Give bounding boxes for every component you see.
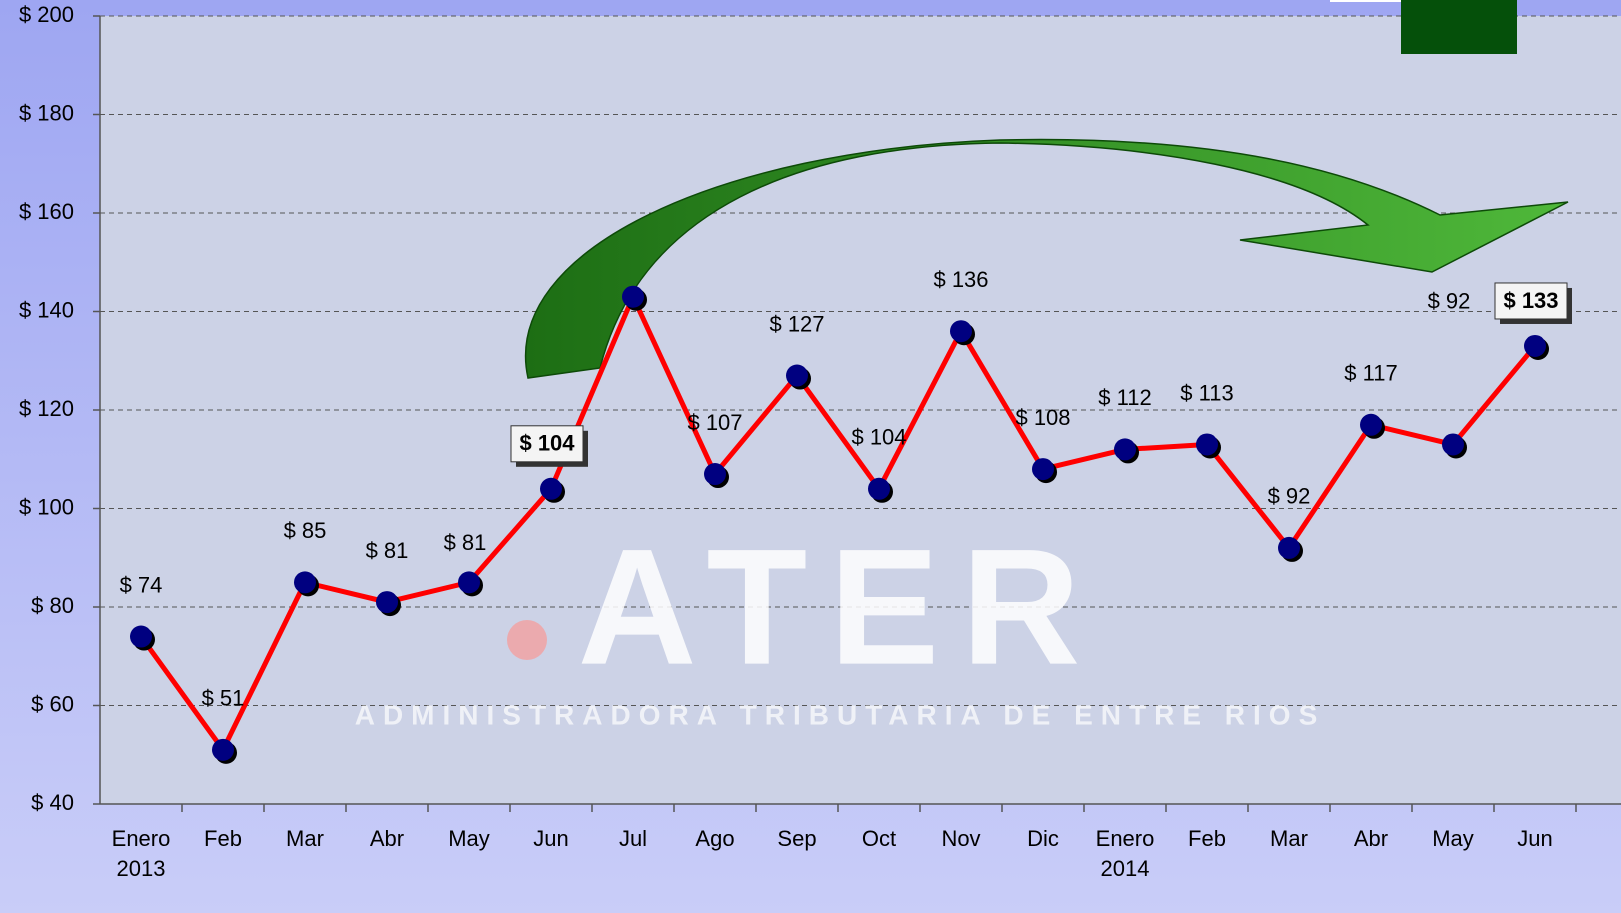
data-label: $ 136 — [933, 267, 988, 292]
x-tick-label: Mar — [286, 826, 324, 851]
x-tick-label: Dic — [1027, 826, 1059, 851]
label-box — [510, 425, 584, 463]
data-label: $ 85 — [284, 518, 327, 543]
x-tick-label: Abr — [1353, 826, 1389, 851]
label-box — [1494, 282, 1568, 320]
data-point — [1114, 438, 1136, 461]
data-point — [622, 285, 644, 308]
y-tick-label: $ 180 — [19, 100, 74, 125]
x-tick-label: May — [448, 826, 490, 851]
x-tick-label: Oct — [861, 826, 897, 851]
data-point — [1278, 536, 1300, 559]
x-tick-label: May — [1432, 826, 1474, 851]
annotation: $ 81 — [444, 530, 487, 555]
data-point — [1442, 433, 1464, 456]
data-point — [294, 571, 316, 594]
data-label: $ 81 — [366, 538, 409, 563]
data-label: $ 127 — [769, 311, 824, 336]
data-point — [1196, 433, 1218, 456]
data-point — [1032, 458, 1054, 481]
data-label: $ 113 — [1180, 380, 1233, 405]
x-tick-label: Feb — [1188, 826, 1226, 851]
annotation: $ 92 — [1428, 288, 1471, 313]
data-label: $ 112 — [1098, 385, 1151, 410]
x-tick-label: Enero 2014 — [1095, 826, 1155, 881]
x-tick-label: Jun — [533, 826, 569, 851]
x-tick-label: Feb — [204, 826, 242, 851]
data-label: $ 51 — [202, 686, 245, 711]
data-point — [212, 738, 234, 761]
data-point — [1524, 334, 1546, 357]
data-line — [138, 294, 1537, 753]
decorative-box — [1401, 0, 1517, 54]
watermark-dot — [507, 620, 547, 660]
data-point — [540, 477, 562, 500]
data-point — [376, 591, 398, 614]
data-point — [130, 625, 152, 648]
x-tick-label: Mar — [1270, 826, 1308, 851]
x-tick-label: Jun — [1517, 826, 1553, 851]
watermark-title: ATER — [578, 515, 1103, 699]
x-tick-label: Nov — [941, 826, 981, 851]
y-tick-label: $ 60 — [31, 691, 74, 716]
data-label: $ 108 — [1015, 405, 1070, 430]
data-point — [868, 477, 890, 500]
y-tick-label: $ 200 — [19, 2, 74, 27]
x-tick-label: Abr — [369, 826, 405, 851]
data-label: $ 133 — [1503, 288, 1558, 313]
data-label: $ 117 — [1344, 361, 1397, 386]
x-tick-label: Enero 2013 — [111, 826, 171, 881]
x-tick-label: Ago — [695, 826, 735, 851]
data-label: $ 104 — [519, 431, 575, 456]
data-label: $ 74 — [120, 572, 163, 597]
data-label: $ 107 — [687, 410, 742, 435]
data-point — [704, 463, 726, 486]
data-point — [950, 320, 972, 343]
y-tick-label: $ 120 — [19, 396, 74, 421]
watermark-subtitle: ADMINISTRADORA TRIBUTARIA DE ENTRE RIOS — [355, 699, 1326, 730]
y-tick-label: $ 40 — [31, 790, 74, 815]
x-tick-label: Sep — [777, 826, 817, 851]
data-label: $ 104 — [851, 425, 906, 450]
y-tick-label: $ 160 — [19, 199, 74, 224]
y-tick-label: $ 140 — [19, 297, 74, 322]
decorative-arrow — [525, 138, 1569, 379]
data-point — [786, 364, 808, 387]
data-point — [1360, 413, 1382, 436]
data-point — [458, 571, 480, 594]
x-tick-label: Jul — [618, 826, 648, 851]
y-tick-label: $ 80 — [31, 593, 74, 618]
watermark: ATER ADMINISTRADORA TRIBUTARIA DE ENTRE … — [355, 515, 1326, 731]
y-tick-label: $ 100 — [19, 494, 74, 519]
data-label: $ 92 — [1268, 484, 1311, 509]
